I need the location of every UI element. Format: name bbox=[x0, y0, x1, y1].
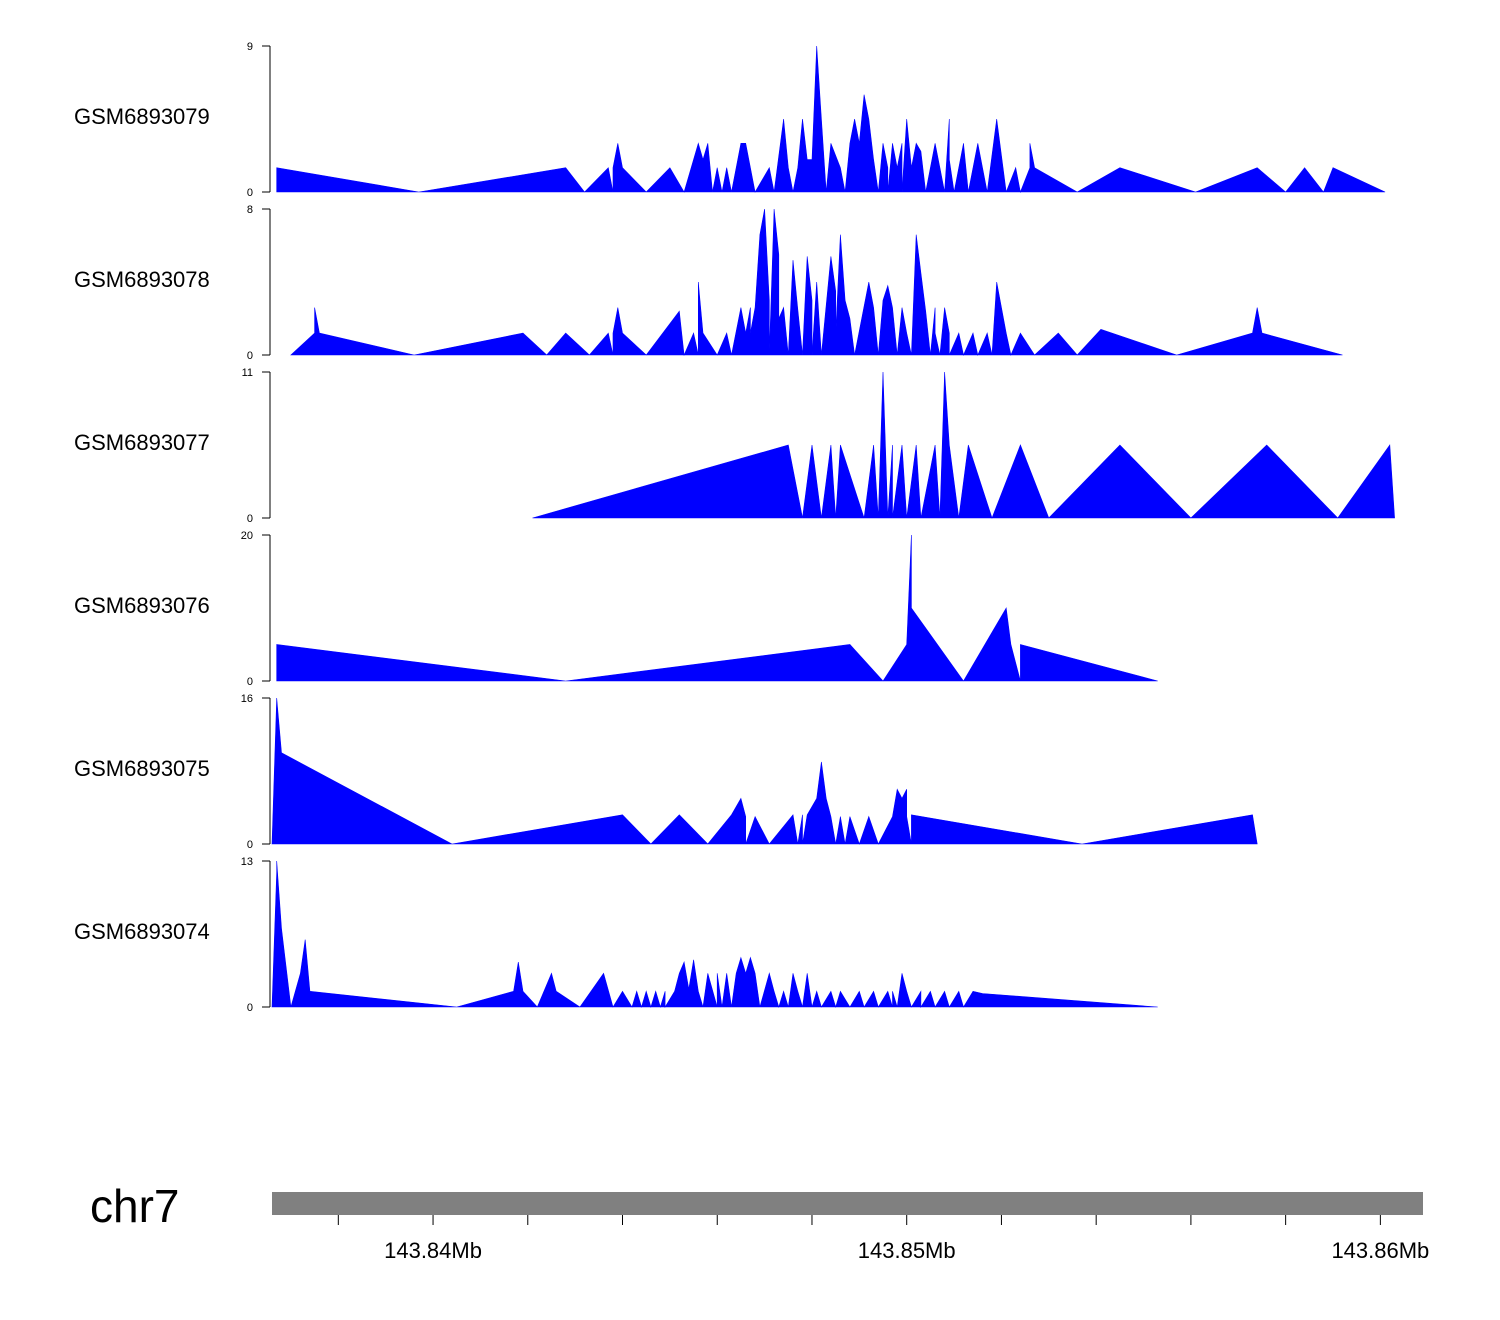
track-GSM6893074: GSM6893074 13 0 bbox=[74, 856, 1158, 1014]
track-GSM6893076: GSM6893076 20 0 bbox=[74, 530, 1158, 688]
track-label: GSM6893075 bbox=[74, 756, 210, 781]
track-GSM6893078: GSM6893078 8 0 bbox=[74, 204, 1343, 362]
coverage-area bbox=[271, 697, 1258, 845]
coverage-area bbox=[532, 371, 1395, 519]
y-tick-label: 9 bbox=[247, 41, 253, 53]
track-label: GSM6893074 bbox=[74, 919, 210, 944]
chromosome-ideogram-bar bbox=[272, 1192, 1423, 1215]
y-tick-label: 0 bbox=[247, 839, 253, 851]
genomic-axis-ticks: 143.84Mb 143.85Mb 143.86Mb bbox=[337, 1215, 1429, 1263]
coverage-tracks: GSM689307990GSM689307880GSM6893077110GSM… bbox=[74, 41, 1395, 1014]
track-GSM6893077: GSM6893077 11 0 bbox=[74, 367, 1395, 525]
chromosome-axis: chr7 143.84Mb 143.85Mb 143.86Mb bbox=[90, 1180, 1429, 1263]
x-tick-label: 143.85Mb bbox=[858, 1238, 956, 1263]
track-label: GSM6893076 bbox=[74, 593, 210, 618]
track-GSM6893075: GSM6893075 16 0 bbox=[74, 693, 1258, 851]
coverage-area bbox=[276, 534, 1158, 682]
y-tick-label: 0 bbox=[247, 676, 253, 688]
y-tick-label: 0 bbox=[247, 350, 253, 362]
coverage-area bbox=[271, 860, 1158, 1009]
y-tick-label: 20 bbox=[241, 530, 253, 542]
x-tick-label: 143.84Mb bbox=[384, 1238, 482, 1263]
y-tick-label: 8 bbox=[247, 204, 253, 216]
y-tick-label: 16 bbox=[241, 693, 253, 705]
coverage-area bbox=[290, 208, 1343, 357]
y-tick-label: 0 bbox=[247, 513, 253, 525]
track-label: GSM6893079 bbox=[74, 104, 210, 129]
y-tick-label: 11 bbox=[242, 367, 253, 379]
track-label: GSM6893078 bbox=[74, 267, 210, 292]
track-GSM6893079: GSM6893079 9 0 bbox=[74, 41, 1386, 199]
track-label: GSM6893077 bbox=[74, 430, 210, 455]
y-tick-label: 0 bbox=[247, 187, 253, 199]
y-tick-label: 0 bbox=[247, 1002, 253, 1014]
y-tick-label: 13 bbox=[241, 856, 253, 868]
coverage-area bbox=[276, 45, 1386, 194]
chromosome-label: chr7 bbox=[90, 1180, 179, 1232]
x-tick-label: 143.86Mb bbox=[1331, 1238, 1429, 1263]
